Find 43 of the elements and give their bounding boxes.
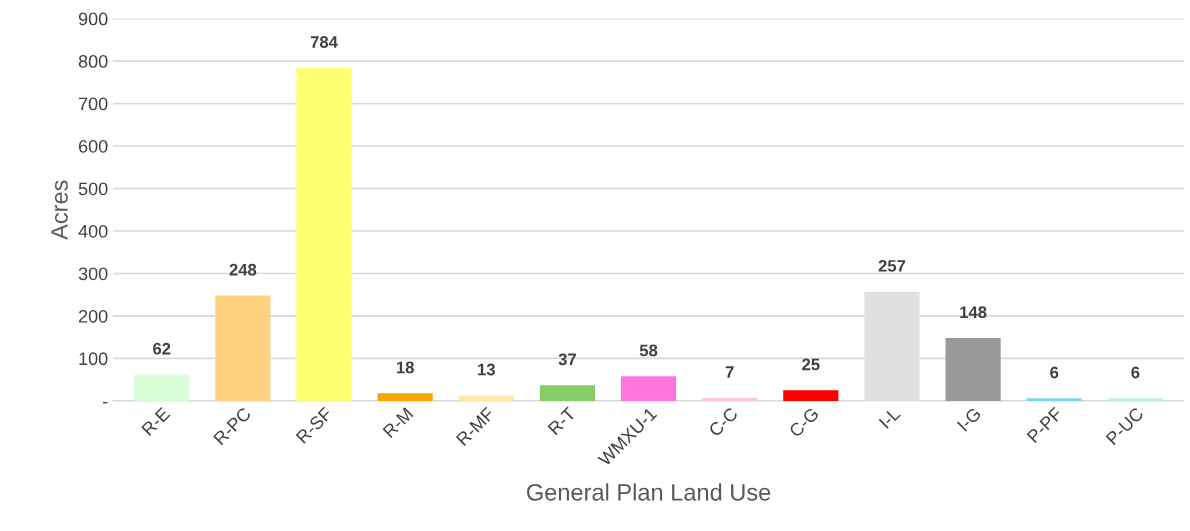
bar	[1026, 398, 1082, 401]
bar	[134, 374, 190, 401]
data-label: 6	[1050, 366, 1059, 379]
y-tick-label: 900	[78, 12, 108, 26]
data-label: 784	[310, 36, 338, 48]
bar	[620, 376, 677, 401]
data-label: 25	[802, 358, 820, 371]
data-label: 37	[558, 353, 576, 366]
y-tick-label: 600	[78, 139, 108, 153]
bar	[1107, 398, 1163, 401]
x-tick-label: I-L	[878, 406, 901, 429]
data-label: 58	[639, 344, 658, 357]
x-tick-label: C-G	[788, 407, 820, 438]
data-label: 257	[878, 259, 906, 272]
y-tick-label: 100	[79, 352, 108, 366]
x-tick-label: C-C	[707, 406, 739, 438]
bar	[215, 295, 271, 401]
data-label: 248	[229, 263, 257, 276]
y-tick-label: -	[102, 401, 108, 404]
bar	[702, 397, 758, 401]
x-tick-label: R-E	[141, 406, 171, 436]
y-axis-title: Acres	[51, 180, 68, 240]
x-tick-label: R-T	[547, 406, 577, 436]
y-tick-label: 700	[78, 97, 108, 111]
data-label: 13	[478, 363, 495, 376]
data-label: 7	[725, 366, 734, 378]
bar	[377, 393, 433, 401]
bar	[945, 338, 1001, 401]
x-tick-label: I-G	[956, 407, 982, 432]
bar	[296, 67, 352, 401]
y-tick-label: 400	[78, 224, 108, 238]
bar	[539, 385, 595, 401]
data-label: 148	[960, 306, 987, 319]
y-tick-label: 800	[78, 55, 108, 68]
y-tick-label: 200	[78, 309, 108, 323]
data-label: 18	[396, 361, 414, 374]
y-tick-label: 500	[78, 182, 108, 196]
bar	[458, 395, 514, 401]
data-label: 62	[153, 342, 171, 355]
x-axis-title: General Plan Land Use	[527, 483, 771, 501]
y-tick-label: 300	[78, 267, 108, 281]
data-label: 6	[1131, 366, 1140, 379]
bar	[783, 390, 839, 401]
